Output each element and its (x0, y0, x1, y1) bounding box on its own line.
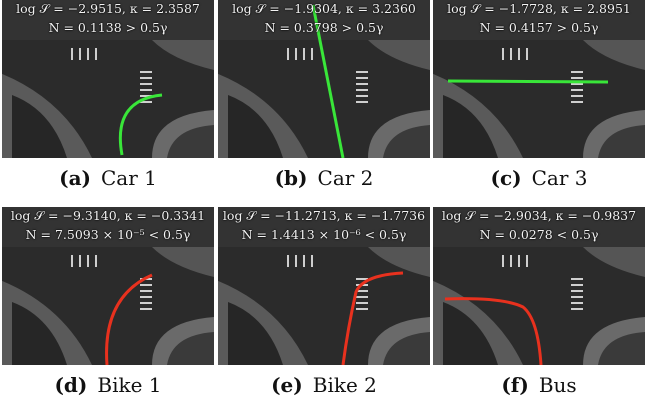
intersection-image (433, 207, 645, 365)
stat-line-2: N = 1.4413 × 10⁻⁶ < 0.5γ (241, 227, 407, 242)
stat-line-1: log 𝒮 = −11.2713, κ = −1.7736 (222, 208, 426, 223)
panel-caption: (a) Car 1 (2, 166, 214, 190)
stat-line-1: log 𝒮 = −2.9034, κ = −0.9837 (441, 208, 637, 223)
scene-svg (433, 207, 645, 365)
trajectory-car-1 (118, 93, 163, 156)
intersection-image (433, 0, 645, 158)
panel-tag: (a) (59, 166, 91, 190)
trajectory-bike-1 (105, 273, 153, 365)
stat-line-2: N = 0.3798 > 0.5γ (264, 20, 384, 35)
scene-svg (2, 0, 214, 158)
stat-line-1: log 𝒮 = −2.9515, κ = 2.3587 (16, 1, 200, 16)
scene-svg (433, 0, 645, 158)
scene-svg (218, 0, 430, 158)
panel-label: Car 3 (531, 166, 588, 190)
stat-line-2: N = 0.1138 > 0.5γ (48, 20, 168, 35)
panel-caption: (c) Car 3 (433, 166, 645, 190)
panel-label: Bike 1 (97, 373, 162, 397)
intersection-image (218, 207, 430, 365)
stat-line-1: log 𝒮 = −1.7728, κ = 2.8951 (447, 1, 631, 16)
stat-line-2: N = 0.0278 < 0.5γ (479, 227, 599, 242)
scene-svg (218, 207, 430, 365)
panel-caption: (d) Bike 1 (2, 373, 214, 397)
panel-tag: (f) (501, 373, 529, 397)
trajectory-car-3 (447, 79, 609, 84)
panel-tag: (b) (274, 166, 308, 190)
intersection-image (218, 0, 430, 158)
panel-label: Car 2 (317, 166, 374, 190)
panel-caption: (f) Bus (433, 373, 645, 397)
panel-tag: (e) (271, 373, 303, 397)
stat-line-2: N = 7.5093 × 10⁻⁵ < 0.5γ (25, 227, 191, 242)
panel-caption: (e) Bike 2 (218, 373, 430, 397)
panel-caption: (b) Car 2 (218, 166, 430, 190)
intersection-image (2, 207, 214, 365)
panel-tag: (d) (54, 373, 88, 397)
stat-line-2: N = 0.4157 > 0.5γ (479, 20, 599, 35)
trajectory-car-2 (311, 4, 345, 158)
panel-label: Car 1 (101, 166, 157, 190)
scene-svg (2, 207, 214, 365)
panel-tag: (c) (490, 166, 522, 190)
panel-label: Bus (538, 373, 577, 397)
stat-line-1: log 𝒮 = −1.9304, κ = 3.2360 (232, 1, 416, 16)
panel-label: Bike 2 (312, 373, 377, 397)
trajectory-bus (444, 297, 543, 365)
trajectory-bike-2 (341, 271, 404, 365)
stat-line-1: log 𝒮 = −9.3140, κ = −0.3341 (10, 208, 206, 223)
intersection-image (2, 0, 214, 158)
